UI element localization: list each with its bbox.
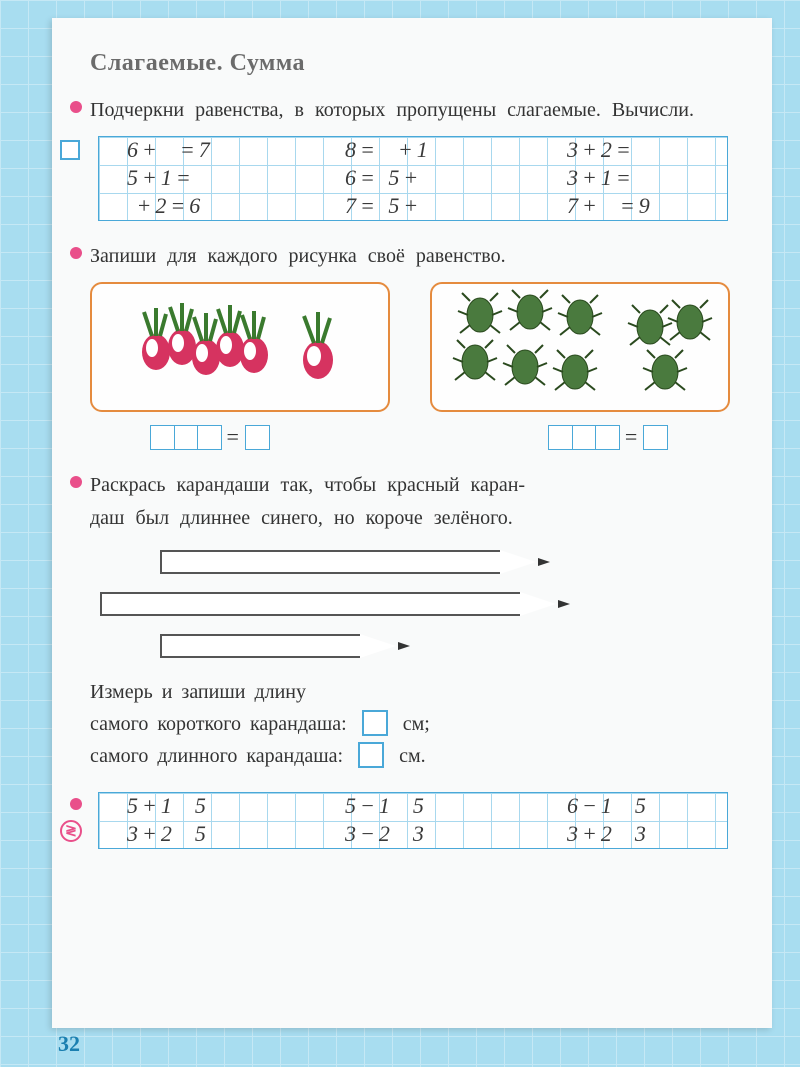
eq-r2c2: 6= 5+ <box>345 165 422 191</box>
difficulty-checkbox[interactable] <box>60 140 80 160</box>
measure-line-3: самого длинного карандаша: см. <box>90 740 738 772</box>
pencil-long[interactable] <box>100 592 738 616</box>
task-1-text: Подчеркни равенства, в которых пропущены… <box>90 95 738 126</box>
page-title: Слагаемые. Сумма <box>90 50 738 77</box>
bullet-icon <box>70 798 82 810</box>
cmp-r2c3: 3+2 3 <box>567 821 650 847</box>
compare-icon: ≷ <box>60 820 82 842</box>
task-3-text-2: даш был длиннее синего, но короче зелёно… <box>90 503 738 534</box>
beetles-icon <box>440 287 720 407</box>
eq-r3c3: 7+ =9 <box>567 193 654 219</box>
measure-short-input[interactable] <box>362 710 388 736</box>
eq-r2c1: 5+1= <box>127 165 195 191</box>
task-3: Раскрась карандаши так, чтобы красный ка… <box>90 470 738 772</box>
radish-single-icon <box>294 302 344 392</box>
measure-long-input[interactable] <box>358 742 384 768</box>
picture-radishes <box>90 282 390 412</box>
eq-r3c2: 7= 5+ <box>345 193 422 219</box>
equation-grid-1[interactable]: 6+ =7 8= +1 3+2= 5+1= 6= 5+ 3+1= +2=6 7=… <box>98 136 728 221</box>
cmp-r1c3: 6−1 5 <box>567 793 650 819</box>
answer-box-2[interactable]: = <box>548 424 666 450</box>
workbook-page: Слагаемые. Сумма Подчеркни равенства, в … <box>52 18 772 1028</box>
eq-r1c1: 6+ =7 <box>127 137 214 163</box>
cmp-r1c2: 5−1 5 <box>345 793 428 819</box>
answer-box-1[interactable]: = <box>150 424 268 450</box>
eq-r1c3: 3+2= <box>567 137 635 163</box>
bullet-icon <box>70 101 82 113</box>
cmp-r2c2: 3−2 3 <box>345 821 428 847</box>
bullet-icon <box>70 476 82 488</box>
unit-cm: см. <box>399 745 426 767</box>
equals-sign: = <box>227 424 239 450</box>
page-number: 32 <box>58 1031 80 1057</box>
unit-cm: см; <box>403 713 430 735</box>
measure-line-2: самого короткого карандаша: см; <box>90 708 738 740</box>
eq-r2c3: 3+1= <box>567 165 635 191</box>
equals-sign: = <box>625 424 637 450</box>
task-2: Запиши для каждого рисунка своё равенств… <box>90 241 738 450</box>
pencil-short[interactable] <box>160 634 738 658</box>
cmp-r1c1: 5+1 5 <box>127 793 210 819</box>
compare-grid[interactable]: 5+1 5 5−1 5 6−1 5 3+2 5 3−2 3 3+2 3 <box>98 792 728 849</box>
cmp-r2c1: 3+2 5 <box>127 821 210 847</box>
eq-r3c1: +2=6 <box>127 193 204 219</box>
task-4: ≷ 5+1 5 5−1 5 6−1 5 3+2 5 3−2 3 3+2 3 <box>90 792 738 849</box>
eq-r1c2: 8= +1 <box>345 137 432 163</box>
pencil-medium[interactable] <box>160 550 738 574</box>
measure-line-1: Измерь и запиши длину <box>90 676 738 708</box>
measure-short-label: самого короткого карандаша: <box>90 713 347 735</box>
measure-long-label: самого длинного карандаша: <box>90 745 343 767</box>
task-1: Подчеркни равенства, в которых пропущены… <box>90 95 738 221</box>
bullet-icon <box>70 247 82 259</box>
task-3-text-1: Раскрась карандаши так, чтобы красный ка… <box>90 470 738 501</box>
task-2-text: Запиши для каждого рисунка своё равенств… <box>90 241 738 272</box>
picture-beetles <box>430 282 730 412</box>
radish-bunch-icon <box>136 297 276 397</box>
